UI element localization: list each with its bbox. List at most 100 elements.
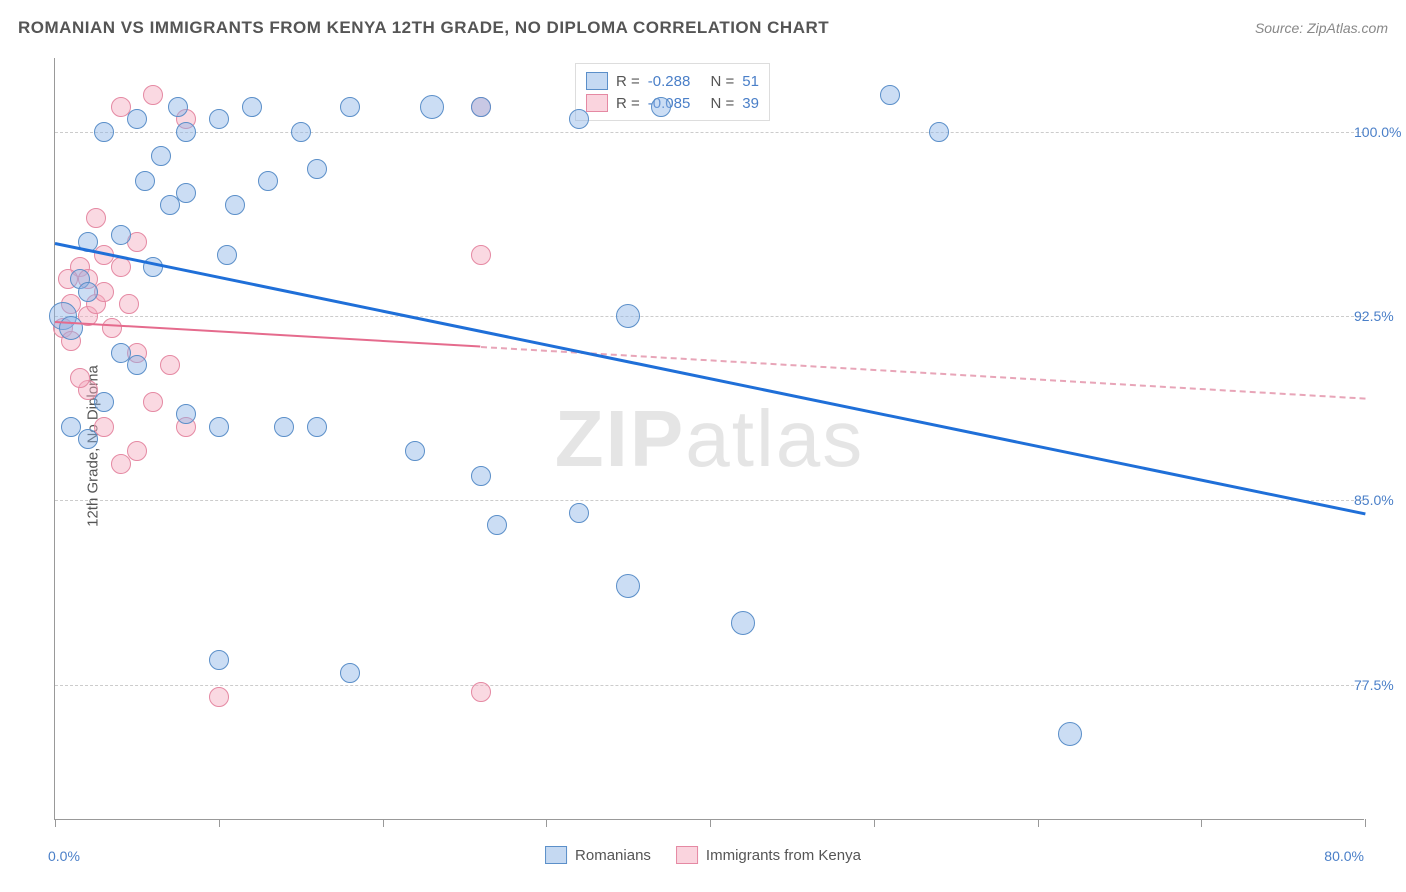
- watermark-light: atlas: [685, 394, 864, 483]
- scatter-point-blue: [135, 171, 155, 191]
- scatter-point-blue: [929, 122, 949, 142]
- scatter-point-blue: [340, 663, 360, 683]
- scatter-point-pink: [70, 368, 90, 388]
- scatter-point-blue: [209, 417, 229, 437]
- scatter-point-blue: [209, 109, 229, 129]
- scatter-point-blue: [78, 429, 98, 449]
- scatter-point-pink: [102, 318, 122, 338]
- scatter-point-pink: [119, 294, 139, 314]
- x-tick: [1201, 819, 1202, 827]
- n-value-blue: 51: [742, 73, 759, 90]
- source-prefix: Source:: [1255, 20, 1307, 36]
- scatter-point-blue: [307, 417, 327, 437]
- x-tick: [710, 819, 711, 827]
- scatter-point-blue: [78, 282, 98, 302]
- scatter-point-pink: [143, 85, 163, 105]
- scatter-point-blue: [731, 611, 755, 635]
- scatter-point-pink: [86, 208, 106, 228]
- scatter-point-blue: [217, 245, 237, 265]
- gridline: [55, 316, 1364, 317]
- scatter-point-blue: [307, 159, 327, 179]
- legend-item-pink: Immigrants from Kenya: [676, 846, 861, 864]
- x-tick: [383, 819, 384, 827]
- trendline-pink-dashed: [481, 346, 1365, 400]
- n-label: N =: [710, 95, 734, 112]
- x-tick: [55, 819, 56, 827]
- scatter-point-blue: [340, 97, 360, 117]
- gridline: [55, 685, 1364, 686]
- watermark: ZIPatlas: [555, 393, 864, 485]
- scatter-point-blue: [1058, 722, 1082, 746]
- scatter-point-pink: [160, 355, 180, 375]
- x-tick: [1038, 819, 1039, 827]
- scatter-point-pink: [471, 682, 491, 702]
- scatter-point-blue: [569, 109, 589, 129]
- legend-label-blue: Romanians: [575, 847, 651, 864]
- scatter-point-blue: [274, 417, 294, 437]
- legend-label-pink: Immigrants from Kenya: [706, 847, 861, 864]
- r-label: R =: [616, 95, 640, 112]
- trendline-blue: [55, 242, 1366, 515]
- plot-area: ZIPatlas R = -0.288 N = 51 R = -0.085 N …: [54, 58, 1364, 820]
- x-tick: [874, 819, 875, 827]
- r-value-blue: -0.288: [648, 73, 691, 90]
- scatter-point-blue: [616, 574, 640, 598]
- scatter-point-blue: [127, 355, 147, 375]
- scatter-point-blue: [471, 97, 491, 117]
- scatter-point-blue: [176, 183, 196, 203]
- n-value-pink: 39: [742, 95, 759, 112]
- swatch-pink-icon: [586, 94, 608, 112]
- swatch-blue-icon: [586, 72, 608, 90]
- x-tick: [546, 819, 547, 827]
- scatter-point-blue: [168, 97, 188, 117]
- x-axis-max-label: 80.0%: [1324, 848, 1364, 864]
- scatter-point-blue: [487, 515, 507, 535]
- y-tick-label: 92.5%: [1354, 308, 1406, 324]
- scatter-point-pink: [143, 392, 163, 412]
- scatter-point-blue: [59, 316, 83, 340]
- stats-row-blue: R = -0.288 N = 51: [586, 70, 759, 92]
- x-tick: [219, 819, 220, 827]
- y-tick-label: 77.5%: [1354, 677, 1406, 693]
- gridline: [55, 132, 1364, 133]
- scatter-point-blue: [151, 146, 171, 166]
- scatter-point-pink: [94, 417, 114, 437]
- legend-item-blue: Romanians: [545, 846, 651, 864]
- scatter-point-blue: [209, 650, 229, 670]
- chart-title: ROMANIAN VS IMMIGRANTS FROM KENYA 12TH G…: [18, 18, 829, 38]
- scatter-point-pink: [209, 687, 229, 707]
- scatter-point-pink: [127, 441, 147, 461]
- stats-legend-box: R = -0.288 N = 51 R = -0.085 N = 39: [575, 63, 770, 121]
- scatter-point-blue: [420, 95, 444, 119]
- source-name: ZipAtlas.com: [1307, 20, 1388, 36]
- scatter-point-blue: [616, 304, 640, 328]
- scatter-point-blue: [94, 392, 114, 412]
- scatter-point-blue: [880, 85, 900, 105]
- scatter-point-blue: [111, 225, 131, 245]
- scatter-point-blue: [127, 109, 147, 129]
- scatter-point-blue: [405, 441, 425, 461]
- scatter-point-pink: [471, 245, 491, 265]
- n-label: N =: [710, 73, 734, 90]
- y-tick-label: 100.0%: [1354, 124, 1406, 140]
- stats-row-pink: R = -0.085 N = 39: [586, 92, 759, 114]
- y-tick-label: 85.0%: [1354, 492, 1406, 508]
- r-label: R =: [616, 73, 640, 90]
- scatter-point-blue: [225, 195, 245, 215]
- scatter-point-blue: [242, 97, 262, 117]
- gridline: [55, 500, 1364, 501]
- scatter-point-blue: [569, 503, 589, 523]
- legend-swatch-blue-icon: [545, 846, 567, 864]
- scatter-point-blue: [176, 122, 196, 142]
- chart-container: ROMANIAN VS IMMIGRANTS FROM KENYA 12TH G…: [0, 0, 1406, 892]
- legend-swatch-pink-icon: [676, 846, 698, 864]
- scatter-point-blue: [651, 97, 671, 117]
- bottom-legend: Romanians Immigrants from Kenya: [545, 846, 861, 864]
- x-axis-min-label: 0.0%: [48, 848, 80, 864]
- scatter-point-blue: [291, 122, 311, 142]
- scatter-point-blue: [258, 171, 278, 191]
- source-attribution: Source: ZipAtlas.com: [1255, 20, 1388, 36]
- watermark-bold: ZIP: [555, 394, 685, 483]
- scatter-point-blue: [471, 466, 491, 486]
- scatter-point-blue: [94, 122, 114, 142]
